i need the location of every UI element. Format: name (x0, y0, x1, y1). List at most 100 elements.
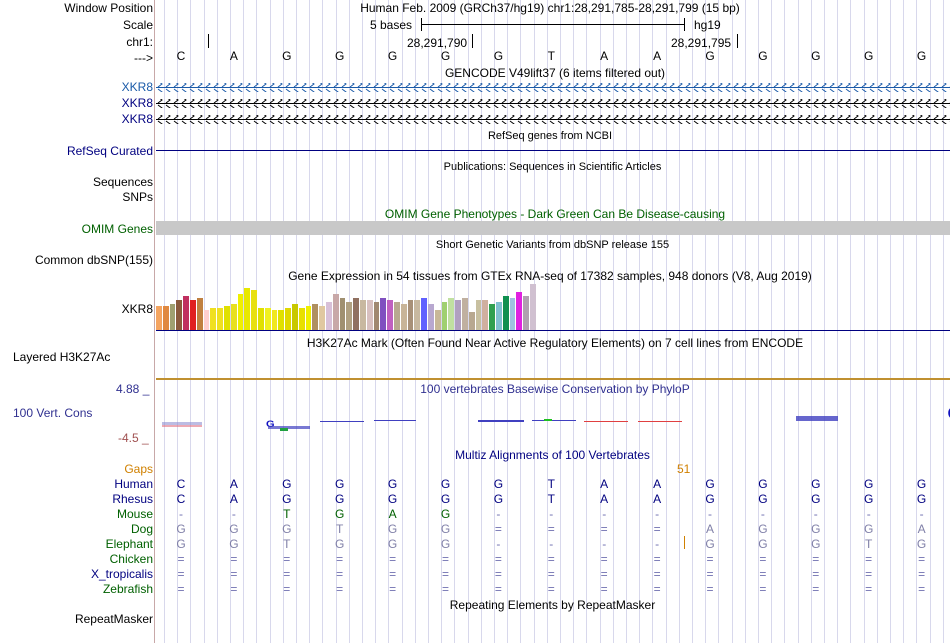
gtex-tissue-bar[interactable] (428, 304, 434, 330)
aligned-base: G (916, 492, 927, 506)
dbsnp-track-label[interactable]: Common dbSNP(155) (34, 253, 153, 267)
gtex-tissue-bar[interactable] (298, 308, 305, 330)
pubs-sequences-label[interactable]: Sequences (92, 175, 153, 189)
gtex-tissue-bar[interactable] (203, 310, 210, 330)
gencode-gene-arrows[interactable] (156, 80, 950, 126)
aligned-base: - (708, 507, 712, 521)
gtex-tissue-bar[interactable] (278, 310, 285, 330)
gtex-tissue-bar[interactable] (523, 296, 529, 330)
gtex-tissue-bar[interactable] (326, 302, 332, 330)
aligned-base: = (706, 582, 714, 596)
gencode-title: GENCODE V49lift37 (6 items filtered out) (444, 66, 666, 80)
gtex-tissue-bar[interactable] (482, 300, 489, 330)
aligned-base: = (441, 552, 449, 566)
gencode-track-label-2[interactable]: XKR8 (121, 96, 153, 110)
aligned-base: G (916, 477, 927, 491)
aligned-base: G (335, 492, 345, 506)
gaps-label[interactable]: Gaps (124, 462, 153, 476)
aligned-base: - (602, 507, 607, 521)
phylop-logo[interactable]: G G (156, 400, 950, 440)
gtex-tissue-bar[interactable] (414, 300, 421, 330)
gtex-tissue-bar[interactable] (210, 308, 217, 330)
species-label-elephant[interactable]: Elephant (105, 537, 153, 551)
gtex-tissue-bar[interactable] (373, 302, 380, 330)
species-label-human[interactable]: Human (114, 477, 153, 491)
gtex-tissue-bar[interactable] (230, 304, 237, 330)
gtex-tissue-bar[interactable] (312, 304, 319, 330)
gtex-tissue-bar[interactable] (530, 284, 536, 330)
omim-track-label[interactable]: OMIM Genes (81, 222, 153, 236)
h3k27ac-track-label[interactable]: Layered H3K27Ac (13, 350, 111, 364)
gtex-tissue-bar[interactable] (468, 312, 475, 330)
gtex-tissue-bar[interactable] (217, 308, 223, 330)
omim-feature-bar[interactable] (156, 221, 950, 235)
phylop-track-label[interactable]: 100 Vert. Cons (13, 406, 93, 420)
gtex-tissue-bar[interactable] (251, 290, 257, 330)
aligned-base: = (494, 582, 502, 596)
h3k27ac-signal[interactable] (156, 378, 950, 380)
gtex-tissue-bar[interactable] (421, 298, 427, 330)
gtex-tissue-bar[interactable] (305, 306, 312, 330)
gtex-tissue-bar[interactable] (346, 302, 353, 330)
gtex-tissue-bar[interactable] (360, 300, 366, 330)
gtex-tissue-bar[interactable] (169, 304, 176, 330)
window-position-text[interactable]: Human Feb. 2009 (GRCh37/hg19) chr1:28,29… (360, 1, 740, 15)
gtex-tissue-bar[interactable] (394, 302, 400, 330)
gtex-tissue-bar[interactable] (387, 300, 393, 330)
aligned-base: G (387, 492, 398, 506)
gtex-tissue-bar[interactable] (475, 300, 482, 330)
gtex-tissue-bar[interactable] (400, 304, 407, 330)
gtex-tissue-bar[interactable] (502, 296, 509, 330)
gtex-tissue-bar[interactable] (156, 306, 162, 330)
gtex-tissue-bar[interactable] (434, 310, 441, 330)
gtex-tissue-bar[interactable] (292, 304, 298, 330)
gtex-tissue-bar[interactable] (285, 308, 291, 330)
gtex-tissue-bar[interactable] (489, 304, 495, 330)
gtex-tissue-bar[interactable] (176, 300, 183, 330)
aligned-base: = (918, 582, 926, 596)
gtex-tissue-bar[interactable] (224, 306, 230, 330)
gencode-track-label-3[interactable]: XKR8 (121, 112, 153, 126)
gtex-tissue-bar[interactable] (190, 300, 196, 330)
species-label-zebrafish[interactable]: Zebrafish (102, 582, 153, 596)
gtex-tissue-bar[interactable] (264, 308, 271, 330)
gtex-tissue-bar[interactable] (441, 302, 448, 330)
gtex-tissue-bar[interactable] (366, 300, 373, 330)
aligned-base: G (440, 537, 451, 551)
aligned-base: G (335, 477, 345, 491)
repeatmasker-track-label[interactable]: RepeatMasker (74, 612, 153, 626)
gtex-tissue-bar[interactable] (516, 292, 523, 330)
aligned-base: - (760, 507, 765, 521)
gtex-tissue-bar[interactable] (258, 308, 264, 330)
gtex-tissue-bar[interactable] (196, 298, 203, 330)
species-label-rhesus[interactable]: Rhesus (112, 492, 153, 506)
gtex-tissue-bar[interactable] (319, 306, 325, 330)
svg-text:G: G (266, 420, 275, 430)
gtex-tissue-bar[interactable] (380, 298, 387, 330)
gtex-track-label[interactable]: XKR8 (121, 302, 153, 316)
refseq-gene-line[interactable] (156, 150, 950, 151)
species-label-dog[interactable]: Dog (130, 522, 153, 536)
gtex-tissue-bar[interactable] (271, 310, 278, 330)
aligned-base: - (179, 507, 183, 521)
aligned-base: = (812, 582, 820, 596)
gtex-tissue-bar[interactable] (244, 288, 251, 330)
gtex-tissue-bar[interactable] (407, 300, 414, 330)
gtex-tissue-bar[interactable] (496, 302, 502, 330)
gtex-tissue-bar[interactable] (332, 294, 339, 330)
refseq-track-label[interactable]: RefSeq Curated (66, 144, 153, 158)
species-label-mouse[interactable]: Mouse (116, 507, 153, 521)
gtex-tissue-bar[interactable] (455, 300, 461, 330)
species-label-chicken[interactable]: Chicken (109, 552, 153, 566)
gtex-tissue-bar[interactable] (162, 306, 169, 330)
gtex-tissue-bar[interactable] (509, 298, 516, 330)
gtex-tissue-bar[interactable] (448, 298, 455, 330)
gtex-tissue-bar[interactable] (237, 294, 244, 330)
gtex-tissue-bar[interactable] (183, 296, 189, 330)
species-label-x_tropicalis[interactable]: X_tropicalis (90, 567, 153, 581)
pubs-snps-label[interactable]: SNPs (122, 190, 153, 204)
gtex-tissue-bar[interactable] (462, 298, 468, 330)
gtex-tissue-bar[interactable] (339, 298, 346, 330)
gtex-tissue-bar[interactable] (353, 298, 359, 330)
gencode-track-label-1[interactable]: XKR8 (121, 80, 153, 94)
